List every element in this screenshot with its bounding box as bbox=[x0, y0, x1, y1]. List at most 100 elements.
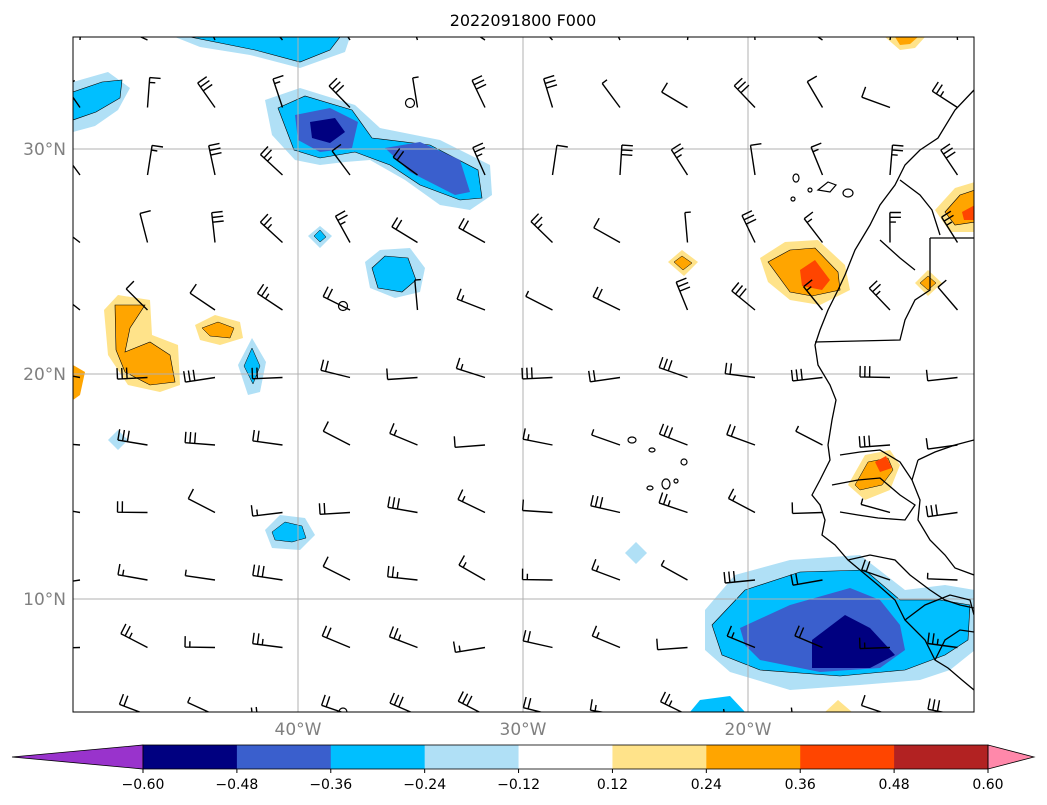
wind-barb bbox=[146, 76, 161, 108]
wind-barb bbox=[723, 571, 756, 584]
island-capeverde bbox=[673, 478, 679, 484]
wind-barb bbox=[931, 81, 958, 109]
wind-barb bbox=[116, 501, 148, 514]
wind-barb bbox=[525, 290, 553, 311]
positive-field-patch bbox=[895, 37, 918, 45]
wind-barb bbox=[868, 280, 891, 311]
wind-barb bbox=[392, 148, 418, 176]
island-madeira bbox=[792, 173, 800, 183]
wind-barb bbox=[387, 496, 418, 514]
wind-barb bbox=[656, 638, 688, 651]
wind-barb bbox=[117, 563, 148, 581]
islands bbox=[337, 97, 854, 712]
wind-barb bbox=[858, 435, 891, 448]
wind-barb bbox=[139, 210, 151, 243]
colorbar-tick-label: −0.36 bbox=[309, 777, 352, 793]
wind-barb bbox=[551, 144, 568, 176]
negative-field-patch bbox=[189, 37, 341, 63]
wind-barb bbox=[591, 625, 621, 649]
wind-barb bbox=[212, 37, 216, 41]
border bbox=[917, 439, 974, 461]
colorbar-swatch bbox=[894, 745, 989, 769]
lat-label-10n: 10°N bbox=[23, 590, 66, 610]
wind-barb bbox=[956, 37, 959, 41]
island-canaries bbox=[842, 188, 854, 198]
wind-barb bbox=[79, 37, 81, 41]
colorbar-outline bbox=[142, 744, 989, 770]
wind-barb bbox=[211, 210, 224, 243]
colorbar-tick-label: 0.24 bbox=[691, 777, 722, 793]
negative-field-core bbox=[812, 615, 895, 668]
wind-barb bbox=[322, 421, 351, 446]
wind-barb bbox=[590, 494, 621, 514]
wind-barb bbox=[591, 558, 621, 581]
wind-barb bbox=[521, 367, 553, 380]
wind-barb bbox=[414, 278, 421, 311]
wind-barb bbox=[733, 77, 756, 108]
wind-barb bbox=[320, 359, 351, 379]
wind-barb bbox=[73, 164, 81, 176]
wind-barb bbox=[331, 143, 351, 176]
border bbox=[899, 179, 941, 236]
wind-barb bbox=[521, 568, 553, 581]
wind-barb bbox=[937, 279, 959, 311]
wind-barb bbox=[328, 77, 351, 108]
colorbar-tick-label: 0.60 bbox=[972, 777, 1003, 793]
colorbar: −0.60 −0.48 −0.36 −0.24 −0.12 0.12 0.24 0.36 0.4… bbox=[11, 744, 1036, 793]
wind-barb bbox=[790, 573, 823, 586]
wind-barb bbox=[658, 492, 688, 514]
wind-barb bbox=[522, 630, 553, 649]
lon-label-40w: 40°W bbox=[275, 720, 322, 740]
negative-field-patch bbox=[313, 229, 327, 243]
wind-barb bbox=[388, 626, 418, 649]
wind-barb bbox=[139, 37, 148, 41]
wind-barb bbox=[318, 502, 351, 515]
wind-barb bbox=[125, 280, 148, 311]
wind-barb bbox=[391, 217, 418, 244]
wind-barb bbox=[731, 282, 756, 311]
wind-barb bbox=[658, 423, 688, 446]
positive-field-core bbox=[875, 456, 892, 472]
wind-barb bbox=[806, 75, 824, 108]
island-capeverde bbox=[680, 458, 688, 466]
positive-field-patch bbox=[673, 255, 693, 271]
wind-barb bbox=[521, 499, 553, 514]
map-frame bbox=[72, 36, 975, 713]
wind-barb bbox=[389, 692, 413, 712]
colorbar-extend-high bbox=[987, 744, 1036, 770]
wind-barb bbox=[347, 37, 351, 41]
negative-field-patch bbox=[625, 542, 647, 564]
island-capeverde bbox=[627, 436, 637, 444]
wind-barb bbox=[593, 217, 621, 244]
wind-barb bbox=[925, 369, 958, 382]
lon-label-30w: 30°W bbox=[500, 720, 547, 740]
map-area bbox=[73, 37, 974, 712]
wind-barb bbox=[259, 146, 283, 176]
border bbox=[847, 554, 974, 609]
wind-barb bbox=[925, 504, 958, 518]
coastlines bbox=[811, 89, 974, 691]
wind-barb bbox=[795, 425, 823, 446]
wind-barb bbox=[889, 37, 892, 41]
negative-field-patch bbox=[690, 696, 745, 712]
wind-barb bbox=[279, 37, 284, 41]
wind-barb bbox=[790, 368, 823, 382]
field-shading bbox=[73, 37, 974, 712]
wind-barb bbox=[741, 210, 757, 243]
island bbox=[338, 707, 348, 712]
wind-barb bbox=[187, 696, 211, 712]
wind-barb bbox=[724, 362, 756, 379]
colorbar-swatch bbox=[800, 745, 895, 769]
wind-barb bbox=[722, 708, 725, 712]
wind-barb bbox=[252, 564, 283, 581]
wind-barb bbox=[726, 625, 756, 649]
wind-barb bbox=[684, 211, 691, 243]
wind-barb bbox=[322, 286, 351, 311]
wind-barb bbox=[588, 370, 621, 383]
colorbar-tick-label: −0.24 bbox=[403, 777, 446, 793]
wind-barb bbox=[810, 142, 824, 176]
positive-field-patch bbox=[919, 275, 937, 291]
positive-field-core bbox=[962, 205, 974, 220]
wind-barb bbox=[727, 488, 756, 514]
wind-barb bbox=[184, 569, 216, 581]
